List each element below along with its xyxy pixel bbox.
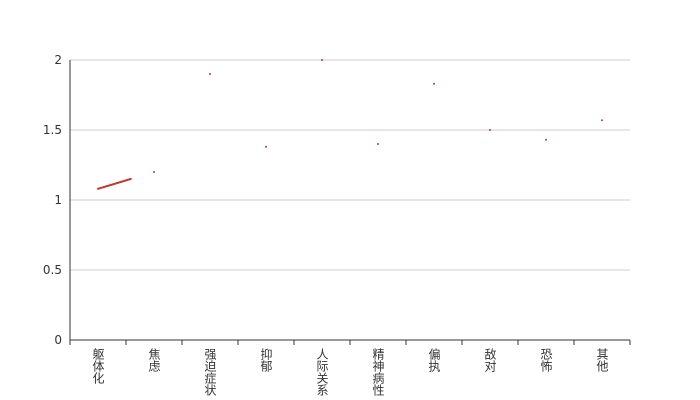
y-tick-label: 1 <box>54 193 62 207</box>
x-tick-label: 敌对 <box>483 347 497 372</box>
x-tick-label: 偏执 <box>427 347 441 373</box>
point <box>601 119 603 122</box>
x-tick-label: 精神病性 <box>371 348 385 397</box>
point <box>321 59 323 61</box>
y-tick-label: 1.5 <box>43 123 62 137</box>
point <box>97 187 99 190</box>
x-tick-label: 躯体化 <box>91 347 105 385</box>
x-tick-label: 恐怖 <box>539 348 553 372</box>
x-tick-label: 其他 <box>595 348 609 372</box>
y-tick-label: 0 <box>54 333 62 347</box>
point <box>209 73 211 75</box>
point <box>433 82 435 85</box>
x-tick-label: 抑郁 <box>259 347 273 373</box>
y-tick-label: 2 <box>54 53 62 67</box>
y-tick-label: 0.5 <box>43 263 62 277</box>
line <box>97 58 603 190</box>
point <box>545 138 547 141</box>
x-tick-label: 焦虑 <box>147 348 161 372</box>
point <box>265 145 267 148</box>
x-tick-label: 强迫症状 <box>203 348 217 396</box>
point <box>153 171 155 173</box>
point <box>489 129 491 131</box>
x-tick-label: 人际关系 <box>315 348 329 396</box>
point <box>377 143 379 145</box>
